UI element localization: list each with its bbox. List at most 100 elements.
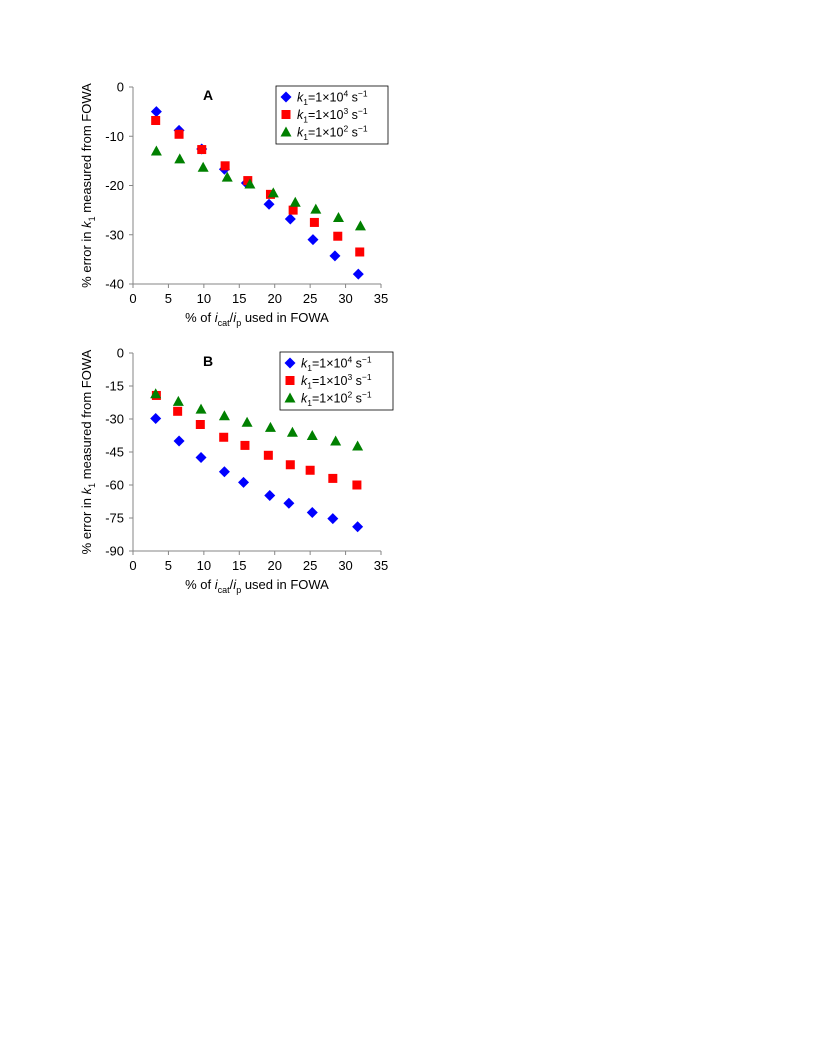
data-point <box>284 213 296 225</box>
y-tick-label: -30 <box>105 227 124 242</box>
x-tick-label: 30 <box>338 558 352 573</box>
y-tick-label: -30 <box>105 412 124 427</box>
data-point <box>150 145 162 156</box>
legend-box <box>275 85 389 145</box>
x-tick-label: 35 <box>374 558 388 573</box>
data-point <box>150 106 162 118</box>
y-axis-label: % error in k1 measured from FOWA <box>79 83 97 288</box>
x-tick-label: 20 <box>267 291 281 306</box>
data-point <box>306 507 318 518</box>
legend-label: k1=1×102 s−1 <box>301 390 372 409</box>
data-point <box>172 395 184 406</box>
data-point <box>150 413 162 425</box>
legend-marker <box>281 110 291 119</box>
data-point <box>173 435 185 447</box>
y-tick-label: -60 <box>105 478 124 493</box>
data-point <box>328 473 338 483</box>
data-point <box>195 420 205 429</box>
x-tick-label: 10 <box>197 558 211 573</box>
legend-marker <box>285 376 295 385</box>
data-point <box>219 432 229 442</box>
legend-marker <box>284 392 296 403</box>
legend-marker <box>284 357 296 369</box>
data-point <box>283 497 295 509</box>
data-point <box>150 388 162 399</box>
data-point <box>238 476 250 488</box>
y-tick-label: -10 <box>105 129 124 144</box>
data-point <box>244 178 256 189</box>
data-point <box>264 421 276 432</box>
legend: k1=1×104 s−1k1=1×103 s−1k1=1×102 s−1 <box>279 351 394 411</box>
series-triangle <box>150 388 364 451</box>
data-point <box>327 513 339 525</box>
data-point <box>218 466 230 478</box>
data-point <box>310 203 322 214</box>
x-tick-label: 10 <box>197 291 211 306</box>
data-point <box>263 450 273 460</box>
data-point <box>218 410 230 421</box>
y-tick-label: 0 <box>117 80 124 95</box>
data-point <box>305 465 315 475</box>
data-point <box>285 460 295 470</box>
data-point <box>264 490 276 502</box>
legend-label: k1=1×104 s−1 <box>301 355 372 374</box>
x-tick-label: 35 <box>374 291 388 306</box>
y-axis-label: % error in k1 measured from FOWA <box>79 349 97 554</box>
data-point <box>286 426 298 437</box>
legend-label: k1=1×104 s−1 <box>297 89 368 108</box>
data-point <box>174 129 184 139</box>
data-point <box>288 205 298 215</box>
data-point <box>309 217 319 227</box>
data-point <box>151 115 161 125</box>
y-tick-label: -75 <box>105 511 124 526</box>
series-diamond <box>150 413 364 533</box>
x-axis-label: % of icat/ip used in FOWA <box>185 310 329 328</box>
x-tick-label: 25 <box>303 558 317 573</box>
data-point <box>333 231 343 241</box>
x-tick-label: 0 <box>129 558 136 573</box>
data-point <box>306 430 318 440</box>
legend-label: k1=1×102 s−1 <box>297 124 368 143</box>
data-point <box>329 250 341 262</box>
data-point <box>267 187 279 198</box>
data-point <box>174 153 186 164</box>
legend-label: k1=1×103 s−1 <box>301 372 372 391</box>
chart-panel-b: 0 -15 -30 -45 -60 -75 -90 0 5 10 15 20 25 30 35 % of ic… <box>79 346 394 595</box>
data-point <box>263 198 275 210</box>
x-tick-label: 15 <box>232 291 246 306</box>
data-point <box>330 435 342 446</box>
legend: k1=1×104 s−1k1=1×103 s−1k1=1×102 s−1 <box>275 85 389 145</box>
legend-marker <box>280 91 292 103</box>
x-tick-label: 30 <box>338 291 352 306</box>
series-square <box>151 390 362 490</box>
data-point <box>352 440 364 451</box>
y-tick-label: -90 <box>105 544 124 559</box>
y-tick-label: 0 <box>117 346 124 361</box>
x-tick-label: 15 <box>232 558 246 573</box>
data-point <box>195 403 207 414</box>
data-point <box>352 521 364 533</box>
data-point <box>240 440 250 450</box>
data-point <box>197 145 207 155</box>
y-tick-label: -40 <box>105 277 124 292</box>
data-point <box>352 268 364 280</box>
chart-panel-a: 0 -10 -20 -30 -40 0 5 10 15 20 25 30 35 % of icat/ip … <box>79 80 389 328</box>
panel-label: B <box>203 353 213 369</box>
series-triangle <box>150 145 366 231</box>
x-tick-label: 5 <box>165 291 172 306</box>
x-tick-label: 5 <box>165 558 172 573</box>
data-point <box>241 416 253 427</box>
x-tick-label: 25 <box>303 291 317 306</box>
y-tick-label: -15 <box>105 379 124 394</box>
y-tick-label: -45 <box>105 445 124 460</box>
data-point <box>220 161 230 171</box>
legend-marker <box>280 126 292 137</box>
data-point <box>307 234 319 246</box>
y-tick-label: -20 <box>105 178 124 193</box>
data-point <box>195 452 207 463</box>
data-point <box>354 220 366 231</box>
legend-box <box>279 351 394 411</box>
data-point <box>221 171 233 182</box>
data-point <box>197 161 209 172</box>
